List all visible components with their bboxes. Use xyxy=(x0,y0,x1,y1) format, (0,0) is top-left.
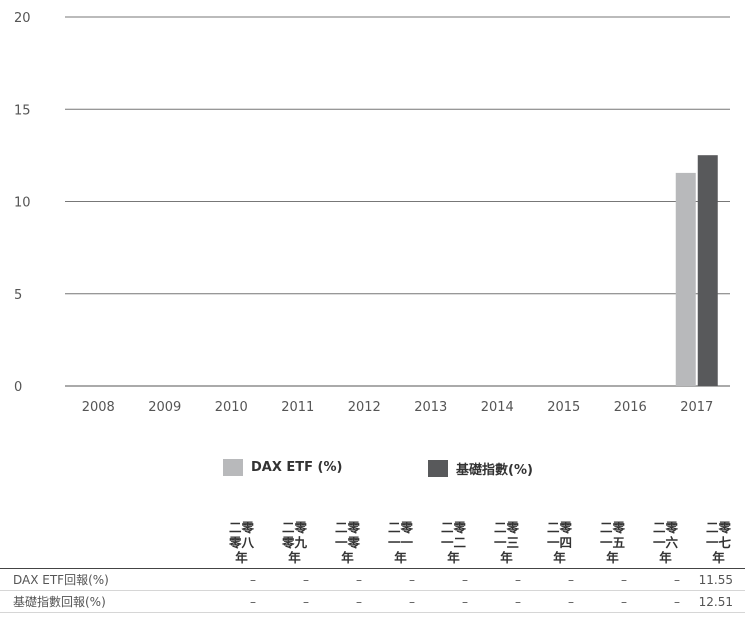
table-cell: – xyxy=(250,572,256,587)
x-tick-label: 2015 xyxy=(547,400,580,415)
y-tick-label: 10 xyxy=(14,196,31,211)
x-tick-label: 2014 xyxy=(481,400,514,415)
x-tick-label: 2012 xyxy=(348,400,381,415)
table-header-year: 二零 一四年 xyxy=(546,520,572,565)
returns-table: 二零 零八年 二零 零九年 二零 一零年 二零 一一年 二零 一二年 二零 一三年 二零 一四年 二零 一五年… xyxy=(0,520,745,613)
table-cell: – xyxy=(515,594,521,609)
table-row: DAX ETF回報(%) – – – – – – – – – 11.55 xyxy=(0,569,745,591)
table-cell: – xyxy=(409,572,415,587)
table-cell: – xyxy=(568,572,574,587)
y-tick-label: 15 xyxy=(14,103,31,118)
table-cell: – xyxy=(356,572,362,587)
table-cell: – xyxy=(250,594,256,609)
table-header-year: 二零 一一年 xyxy=(387,520,413,565)
bar xyxy=(697,155,718,386)
table-header-year: 二零 零九年 xyxy=(281,520,307,565)
legend-item-dax-etf: DAX ETF (%) xyxy=(223,459,342,476)
legend-swatch-underlying-index xyxy=(428,460,448,477)
table-cell: – xyxy=(674,572,680,587)
table-cell: 11.55 xyxy=(698,572,733,587)
x-tick-label: 2013 xyxy=(414,400,447,415)
legend-swatch-dax-etf xyxy=(223,459,243,476)
table-row-label: 基礎指數回報(%) xyxy=(13,595,106,609)
legend-item-underlying-index: 基礎指數(%) xyxy=(428,459,533,478)
legend-label-dax-etf: DAX ETF (%) xyxy=(251,460,343,475)
table-header-year: 二零 一七年 xyxy=(705,520,731,565)
table-header-year: 二零 一零年 xyxy=(334,520,360,565)
table-header-year: 二零 一六年 xyxy=(652,520,678,565)
table-cell: 12.51 xyxy=(698,594,733,609)
y-tick-label: 20 xyxy=(14,11,31,26)
bar-chart: 0 5 10 15 20 2008 2009 2010 2011 2012 2013 2014 2015… xyxy=(14,11,730,415)
table-cell: – xyxy=(462,594,468,609)
x-tick-label: 2010 xyxy=(215,400,248,415)
table-header-year: 二零 一三年 xyxy=(493,520,519,565)
table-cell: – xyxy=(356,594,362,609)
table-row-label: DAX ETF回報(%) xyxy=(13,573,109,587)
table-header-stub xyxy=(0,520,215,569)
x-tick-label: 2016 xyxy=(614,400,647,415)
legend-label-underlying-index: 基礎指數(%) xyxy=(456,463,533,478)
table-cell: – xyxy=(621,594,627,609)
table-cell: – xyxy=(515,572,521,587)
x-tick-label: 2009 xyxy=(148,400,181,415)
table-header-row: 二零 零八年 二零 零九年 二零 一零年 二零 一一年 二零 一二年 二零 一三年 二零 一四年 二零 一五年… xyxy=(0,520,745,569)
table-cell: – xyxy=(621,572,627,587)
table-row: 基礎指數回報(%) – – – – – – – – – 12.51 xyxy=(0,591,745,613)
table-cell: – xyxy=(409,594,415,609)
table-cell: – xyxy=(568,594,574,609)
bar xyxy=(675,172,696,386)
y-tick-label: 5 xyxy=(14,288,22,303)
x-tick-label: 2008 xyxy=(82,400,115,415)
table-cell: – xyxy=(303,572,309,587)
table-cell: – xyxy=(674,594,680,609)
table-cell: – xyxy=(303,594,309,609)
x-tick-label: 2011 xyxy=(281,400,314,415)
x-tick-label: 2017 xyxy=(680,400,713,415)
table-header-year: 二零 零八年 xyxy=(228,520,254,565)
table-header-year: 二零 一二年 xyxy=(440,520,466,565)
y-tick-label: 0 xyxy=(14,380,22,395)
table-header-year: 二零 一五年 xyxy=(599,520,625,565)
table-cell: – xyxy=(462,572,468,587)
